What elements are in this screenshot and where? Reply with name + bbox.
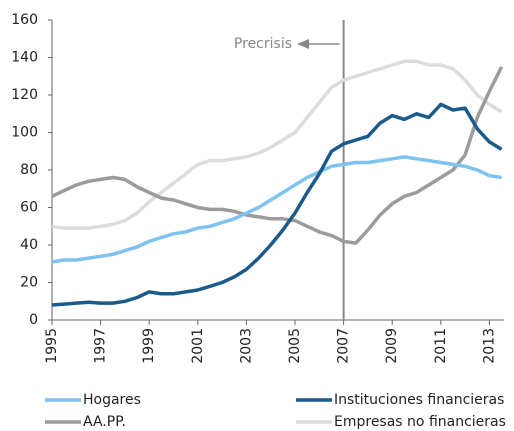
arrow-head <box>297 39 309 49</box>
x-tick-label: 1995 <box>44 328 60 364</box>
y-tick-label: 20 <box>20 275 38 291</box>
x-tick-label: 1999 <box>141 328 157 364</box>
x-tick-label: 2013 <box>481 328 497 364</box>
legend-label: Instituciones financieras <box>334 392 504 408</box>
y-tick-label: 80 <box>20 162 38 178</box>
y-tick-label: 140 <box>11 50 38 66</box>
line-series <box>51 102 503 307</box>
x-tick-label: 2005 <box>287 328 303 364</box>
x-tick-label: 2011 <box>433 328 449 364</box>
y-tick-label: 160 <box>11 12 38 28</box>
x-tick-label: 2003 <box>238 328 254 364</box>
annotation-text: Precrisis <box>234 36 292 52</box>
y-tick-label: 40 <box>20 237 38 253</box>
y-tick-label: 100 <box>11 125 38 141</box>
x-tick-label: 2007 <box>336 328 352 364</box>
line-series <box>51 66 504 245</box>
legend-label: Hogares <box>83 392 141 408</box>
legend-label: Empresas no financieras <box>334 414 506 430</box>
x-tick-label: 1997 <box>93 328 109 364</box>
x-tick-label: 2009 <box>384 328 400 364</box>
x-tick-label: 2001 <box>190 328 206 364</box>
line-series <box>51 155 502 264</box>
y-tick-label: 120 <box>11 87 38 103</box>
legend-label: AA.PP. <box>83 414 126 430</box>
line-series <box>51 59 503 230</box>
y-tick-label: 0 <box>29 312 38 328</box>
y-tick-label: 60 <box>20 200 38 216</box>
